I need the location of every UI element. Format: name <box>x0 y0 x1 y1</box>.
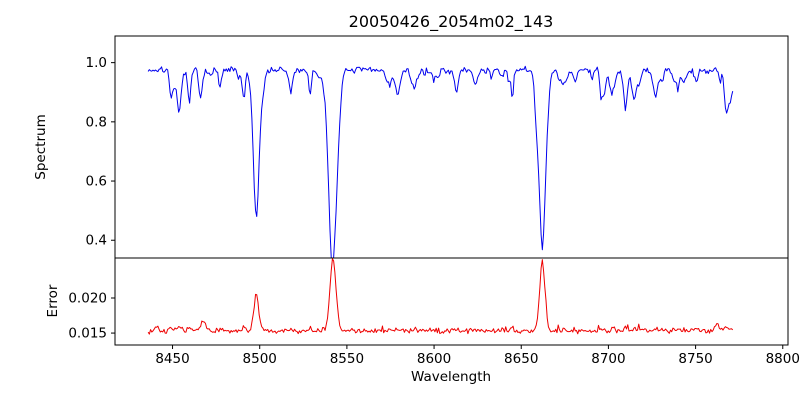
y-tick-label: 0.4 <box>86 233 107 249</box>
error-line <box>147 258 734 335</box>
y-tick-label: 0.8 <box>86 114 107 130</box>
x-tick-label: 8800 <box>766 351 800 367</box>
y-axis-label-spectrum: Spectrum <box>33 114 49 179</box>
x-tick-label: 8600 <box>417 351 451 367</box>
error-panel-border <box>114 257 789 346</box>
x-tick-label: 8450 <box>155 351 189 367</box>
y-tick-label: 1.0 <box>86 55 107 71</box>
chart-title: 20050426_2054m02_143 <box>349 12 554 32</box>
y-tick-label: 0.020 <box>68 290 107 306</box>
x-tick-label: 8550 <box>330 351 364 367</box>
y-tick-label: 0.015 <box>68 326 107 342</box>
y-axis-label-error: Error <box>45 284 61 317</box>
y-tick-label: 0.6 <box>86 174 107 190</box>
x-tick-label: 8650 <box>504 351 538 367</box>
spectrum-panel-border <box>114 35 789 259</box>
x-tick-label: 8750 <box>678 351 712 367</box>
plot-content: 8450 8500 8550 8600 8650 8700 8750 8800 0.4 0.6 0.… <box>68 55 800 367</box>
spectrum-line <box>147 65 734 258</box>
x-tick-label: 8700 <box>591 351 625 367</box>
x-axis-label: Wavelength <box>411 369 491 385</box>
x-tick-label: 8500 <box>243 351 277 367</box>
